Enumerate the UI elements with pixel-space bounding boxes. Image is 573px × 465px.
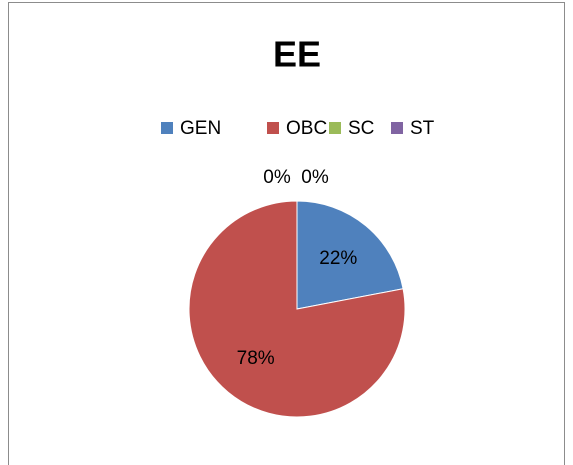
data-label: 0% <box>301 167 329 188</box>
legend-swatch <box>329 122 341 134</box>
legend-label: ST <box>410 118 435 139</box>
legend-label: GEN <box>180 118 221 139</box>
legend-swatch <box>267 122 279 134</box>
legend-label: SC <box>348 118 374 139</box>
data-label: 78% <box>237 348 275 369</box>
data-label: 0% <box>263 167 291 188</box>
data-label: 22% <box>319 248 357 269</box>
legend-swatch <box>161 122 173 134</box>
legend-label: OBC <box>286 118 327 139</box>
pie-slice <box>296 200 404 310</box>
chart-title: EE <box>273 34 321 75</box>
legend-swatch <box>391 122 403 134</box>
